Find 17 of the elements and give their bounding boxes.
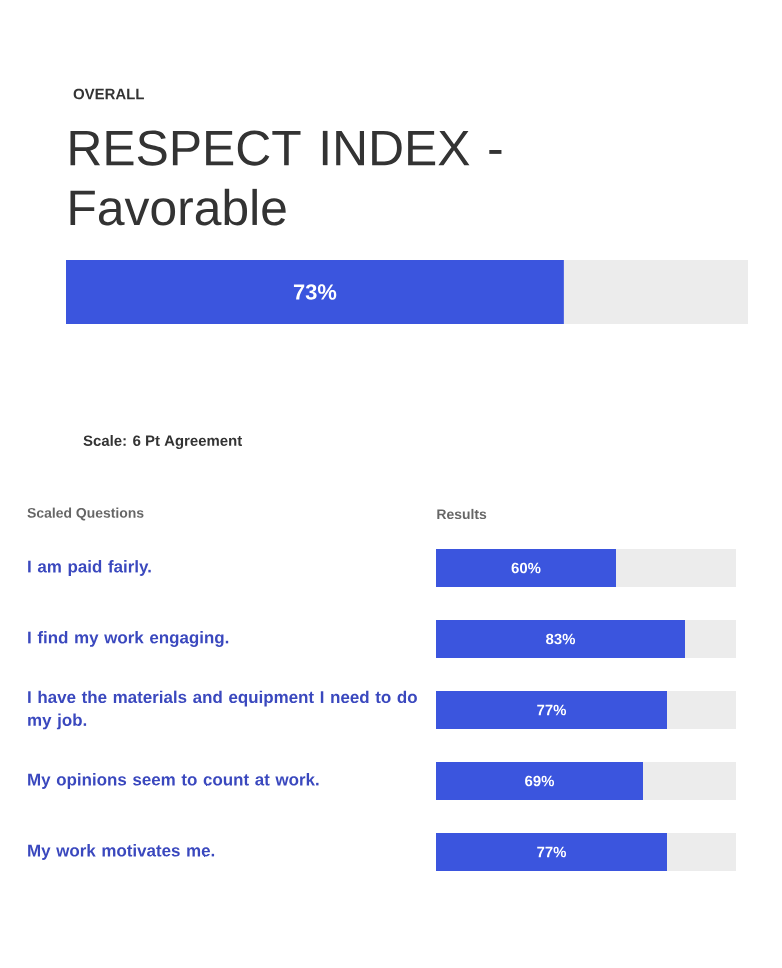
bar — [616, 549, 736, 588]
y-tick-label: I have the materials and equipment I need to do my job. — [28, 690, 417, 730]
bar — [685, 620, 736, 659]
y-tick-label: I find my work engaging. — [28, 631, 229, 647]
bar — [436, 549, 616, 588]
data-label: 73% — [293, 284, 337, 300]
chart-title: RESPECT INDEX - Favorable — [70, 130, 502, 226]
y-tick-label: I am paid fairly. — [28, 560, 151, 576]
bar — [436, 762, 643, 800]
bar — [436, 833, 667, 871]
bar — [667, 691, 736, 730]
bar — [667, 833, 736, 871]
bar — [436, 691, 667, 730]
bar — [643, 762, 736, 800]
y-tick-label: My opinions seem to count at work. — [28, 773, 319, 789]
y-tick-label: My work motivates me. — [28, 844, 215, 860]
bar — [436, 620, 685, 659]
